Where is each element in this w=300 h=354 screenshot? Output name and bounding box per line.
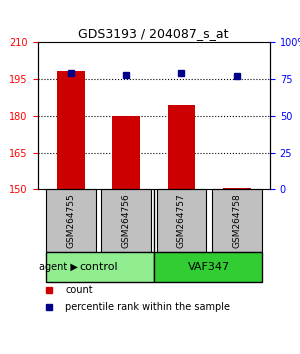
Text: VAF347: VAF347 (188, 262, 230, 272)
Bar (168, 105, 195, 189)
Text: GSM264756: GSM264756 (122, 193, 130, 248)
Text: agent ▶: agent ▶ (39, 262, 77, 272)
Bar (223, 188, 250, 189)
FancyBboxPatch shape (46, 189, 96, 252)
FancyBboxPatch shape (212, 189, 262, 252)
Text: percentile rank within the sample: percentile rank within the sample (65, 302, 230, 312)
Title: GDS3193 / 204087_s_at: GDS3193 / 204087_s_at (79, 27, 229, 40)
Bar (112, 116, 140, 189)
Bar (57, 70, 85, 189)
FancyBboxPatch shape (154, 252, 262, 281)
Text: GSM264758: GSM264758 (232, 193, 241, 248)
FancyBboxPatch shape (46, 252, 154, 281)
Text: count: count (65, 285, 93, 295)
Text: control: control (79, 262, 118, 272)
Text: GSM264755: GSM264755 (66, 193, 75, 248)
FancyBboxPatch shape (157, 189, 206, 252)
FancyBboxPatch shape (101, 189, 151, 252)
Text: GSM264757: GSM264757 (177, 193, 186, 248)
